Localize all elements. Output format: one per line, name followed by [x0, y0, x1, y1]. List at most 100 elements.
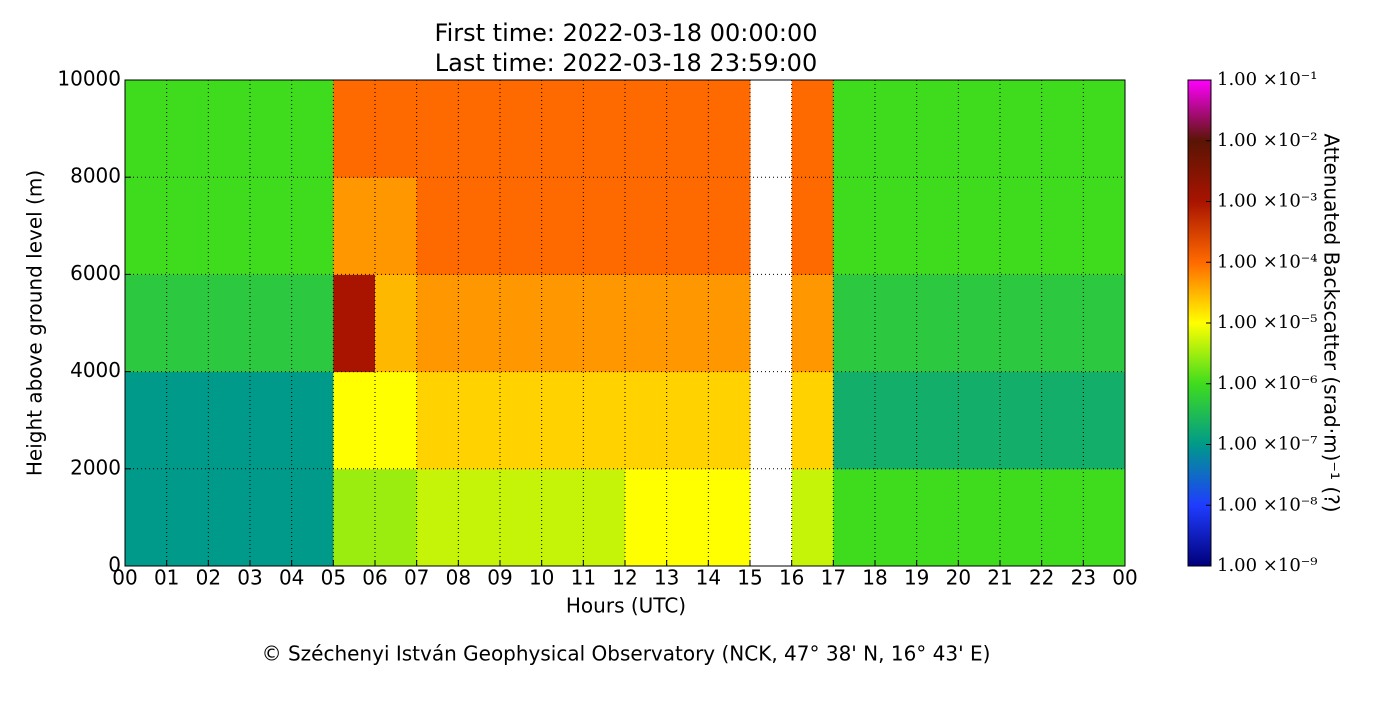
heatmap-cell: [875, 177, 918, 275]
x-tick-label: 16: [779, 566, 804, 590]
chart-subtitle: Last time: 2022-03-18 23:59:00: [435, 49, 817, 77]
heatmap-cell: [375, 177, 418, 275]
heatmap-cell: [166, 274, 209, 373]
heatmap-cell: [666, 371, 709, 470]
heatmap-cell: [708, 371, 751, 470]
colorbar-tick-label: 1.00 ×10⁻⁹: [1217, 555, 1318, 576]
heatmap-cell: [458, 80, 501, 178]
heatmap-cell: [583, 468, 626, 567]
heatmap: [125, 80, 1126, 567]
heatmap-cell: [375, 80, 418, 178]
y-tick-label: 0: [108, 553, 121, 577]
heatmap-cell: [208, 371, 251, 470]
heatmap-cell: [958, 371, 1001, 470]
heatmap-cell: [791, 371, 834, 470]
x-axis-label: Hours (UTC): [566, 594, 686, 618]
heatmap-cell: [833, 80, 876, 178]
heatmap-cell: [541, 274, 584, 373]
x-tick-label: 05: [321, 566, 346, 590]
x-tick-label: 14: [696, 566, 721, 590]
heatmap-cell: [250, 177, 293, 275]
heatmap-cell: [875, 80, 918, 178]
heatmap-cell: [791, 468, 834, 567]
colorbar-label: Attenuated Backscatter (srad·m)⁻¹ (?): [1320, 133, 1344, 512]
heatmap-cell: [375, 371, 418, 470]
heatmap-cell: [208, 80, 251, 178]
x-tick-label: 02: [196, 566, 221, 590]
colorbar-tick-label: 1.00 ×10⁻⁷: [1217, 434, 1318, 455]
x-tick-label: 22: [1029, 566, 1054, 590]
heatmap-cell: [583, 274, 626, 373]
heatmap-cell: [1083, 468, 1126, 567]
heatmap-cell: [541, 371, 584, 470]
heatmap-cell: [666, 468, 709, 567]
heatmap-cell: [958, 468, 1001, 567]
heatmap-cell: [625, 468, 668, 567]
heatmap-cell: [833, 371, 876, 470]
heatmap-cell: [916, 468, 959, 567]
heatmap-cell: [250, 371, 293, 470]
heatmap-cell: [916, 274, 959, 373]
heatmap-cell: [416, 274, 459, 373]
heatmap-cell: [875, 468, 918, 567]
heatmap-cell: [125, 274, 168, 373]
heatmap-cell: [458, 177, 501, 275]
heatmap-cell: [1000, 274, 1043, 373]
heatmap-cell: [583, 177, 626, 275]
heatmap-cell: [125, 468, 168, 567]
heatmap-cell: [916, 177, 959, 275]
heatmap-cell: [500, 371, 543, 470]
heatmap-cell: [666, 274, 709, 373]
heatmap-cell: [500, 274, 543, 373]
heatmap-cell: [375, 274, 418, 373]
y-tick-label: 4000: [70, 358, 121, 382]
heatmap-cell: [833, 274, 876, 373]
heatmap-cell: [791, 274, 834, 373]
heatmap-cell: [291, 468, 334, 567]
x-tick-label: 08: [446, 566, 471, 590]
heatmap-cell: [875, 274, 918, 373]
heatmap-cell: [416, 468, 459, 567]
colorbar-tick-label: 1.00 ×10⁻⁸: [1217, 494, 1318, 515]
x-tick-label: 17: [821, 566, 846, 590]
heatmap-cell: [916, 371, 959, 470]
heatmap-cell: [1041, 177, 1084, 275]
heatmap-cell: [250, 468, 293, 567]
heatmap-cell: [333, 371, 376, 470]
heatmap-cell: [666, 80, 709, 178]
heatmap-cell: [791, 177, 834, 275]
heatmap-cell: [1083, 177, 1126, 275]
heatmap-cell: [541, 468, 584, 567]
heatmap-cell: [500, 177, 543, 275]
heatmap-cell: [1041, 371, 1084, 470]
x-tick-label: 10: [529, 566, 554, 590]
x-tick-label: 18: [862, 566, 887, 590]
x-tick-label: 23: [1071, 566, 1096, 590]
heatmap-cell: [666, 177, 709, 275]
colorbar-tick-label: 1.00 ×10⁻⁶: [1217, 373, 1318, 394]
chart-title: First time: 2022-03-18 00:00:00: [435, 19, 818, 47]
heatmap-cell: [291, 80, 334, 178]
heatmap-cell: [1000, 177, 1043, 275]
y-tick-label: 2000: [70, 455, 121, 479]
heatmap-cell: [458, 468, 501, 567]
heatmap-cell: [208, 177, 251, 275]
heatmap-cell: [1000, 371, 1043, 470]
colorbar-tick-label: 1.00 ×10⁻³: [1217, 191, 1318, 212]
heatmap-cell: [1083, 371, 1126, 470]
heatmap-cell: [1083, 274, 1126, 373]
heatmap-cell: [125, 80, 168, 178]
heatmap-cell: [166, 468, 209, 567]
heatmap-cell: [541, 80, 584, 178]
y-tick-label: 10000: [57, 67, 121, 91]
y-tick-label: 8000: [70, 164, 121, 188]
heatmap-cell: [916, 80, 959, 178]
colorbar-tick-label: 1.00 ×10⁻⁴: [1217, 251, 1318, 272]
x-tick-label: 13: [654, 566, 679, 590]
heatmap-cell: [458, 274, 501, 373]
x-tick-label: 00: [1112, 566, 1137, 590]
colorbar-tick-label: 1.00 ×10⁻⁵: [1217, 312, 1318, 333]
x-tick-label: 11: [571, 566, 596, 590]
heatmap-cell: [375, 468, 418, 567]
y-tick-label: 6000: [70, 261, 121, 285]
